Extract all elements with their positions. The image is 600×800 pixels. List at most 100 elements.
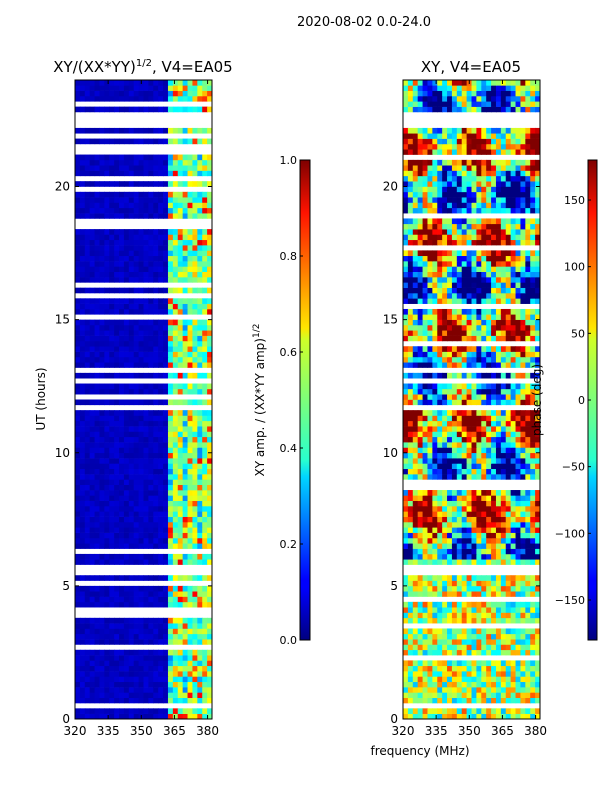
heatmap-cell	[500, 612, 507, 619]
heatmap-cell	[520, 543, 526, 549]
heatmap-cell	[447, 537, 453, 544]
heatmap-cell	[456, 468, 463, 475]
heatmap-cell	[153, 585, 159, 592]
heatmap-cell	[89, 553, 96, 560]
heatmap-cell	[197, 660, 203, 667]
heatmap-cell	[437, 495, 443, 501]
heatmap-cell	[187, 559, 194, 565]
heatmap-cell	[417, 399, 424, 406]
heatmap-cell	[466, 415, 473, 422]
heatmap-cell	[75, 340, 81, 347]
heatmap-cell	[432, 612, 438, 619]
heatmap-cell	[442, 532, 448, 539]
heatmap-cell	[432, 388, 438, 395]
heatmap-cell	[461, 394, 468, 400]
heatmap-cell	[451, 234, 458, 241]
heatmap-cell	[422, 585, 429, 592]
heatmap-cell	[510, 506, 517, 512]
heatmap-cell	[451, 239, 458, 246]
heatmap-cell	[75, 95, 81, 102]
heatmap-cell	[407, 261, 414, 267]
heatmap-cell	[143, 639, 149, 645]
heatmap-cell	[403, 431, 409, 438]
heatmap-cell	[471, 495, 477, 501]
heatmap-cell	[104, 697, 110, 704]
heatmap-cell	[119, 500, 125, 507]
heatmap-cell	[461, 500, 468, 507]
heatmap-cell	[403, 399, 409, 406]
heatmap-cell	[84, 633, 91, 640]
heatmap-cell	[407, 452, 414, 459]
heatmap-cell	[172, 271, 179, 278]
heatmap-cell	[427, 548, 433, 555]
heatmap-cell	[437, 548, 443, 555]
heatmap-cell	[535, 474, 540, 480]
heatmap-cell	[133, 106, 140, 113]
heatmap-cell	[202, 165, 208, 171]
heatmap-cell	[114, 500, 120, 507]
heatmap-cell	[412, 255, 419, 262]
heatmap-cell	[187, 671, 194, 677]
heatmap-cell	[476, 575, 482, 581]
heatmap-cell	[451, 687, 458, 693]
heatmap-cell	[94, 202, 101, 209]
heatmap-cell	[84, 431, 91, 438]
heatmap-cell	[123, 543, 130, 549]
heatmap-cell	[148, 340, 154, 347]
heatmap-cell	[123, 154, 130, 161]
heatmap-cell	[403, 559, 409, 565]
heatmap-cell	[192, 410, 198, 416]
heatmap-cell	[417, 521, 424, 528]
heatmap-cell	[202, 490, 208, 496]
heatmap-cell	[427, 511, 433, 517]
heatmap-cell	[407, 223, 414, 230]
heatmap-cell	[187, 271, 194, 278]
heatmap-cell	[128, 340, 135, 347]
heatmap-cell	[442, 330, 448, 336]
heatmap-cell	[456, 426, 463, 432]
heatmap-cell	[447, 687, 453, 693]
heatmap-cell	[407, 271, 414, 278]
heatmap-cell	[202, 601, 208, 608]
heatmap-cell	[520, 591, 526, 597]
heatmap-cell	[417, 324, 424, 331]
heatmap-cell	[99, 655, 105, 661]
heatmap-cell	[163, 308, 169, 315]
heatmap-cell	[481, 585, 487, 592]
heatmap-cell	[451, 452, 458, 459]
heatmap-cell	[407, 516, 414, 523]
heatmap-cell	[505, 266, 512, 272]
heatmap-cell	[104, 356, 110, 363]
heatmap-cell	[109, 330, 115, 336]
heatmap-cell	[158, 85, 164, 91]
heatmap-cell	[167, 623, 174, 629]
heatmap-cell	[447, 255, 453, 262]
heatmap-cell	[167, 85, 174, 91]
heatmap-cell	[172, 708, 179, 714]
heatmap-cell	[158, 474, 164, 480]
heatmap-cell	[403, 351, 409, 358]
heatmap-cell	[495, 713, 502, 719]
heatmap-cell	[466, 649, 473, 656]
heatmap-cell	[197, 197, 203, 203]
heatmap-cell	[535, 234, 540, 241]
heatmap-cell	[187, 601, 194, 608]
heatmap-cell	[94, 165, 101, 171]
heatmap-cell	[94, 532, 101, 539]
heatmap-cell	[456, 458, 463, 464]
heatmap-cell	[123, 633, 130, 640]
heatmap-cell	[114, 335, 120, 342]
heatmap-cell	[417, 431, 424, 438]
heatmap-cell	[505, 394, 512, 400]
heatmap-cell	[466, 218, 473, 225]
heatmap-cell	[123, 234, 130, 241]
heatmap-cell	[128, 234, 135, 241]
heatmap-cell	[133, 506, 140, 512]
heatmap-cell	[427, 287, 433, 294]
heatmap-cell	[75, 266, 81, 272]
heatmap-cell	[461, 644, 468, 651]
heatmap-cell	[202, 127, 208, 134]
heatmap-cell	[461, 681, 468, 688]
heatmap-cell	[119, 687, 125, 693]
